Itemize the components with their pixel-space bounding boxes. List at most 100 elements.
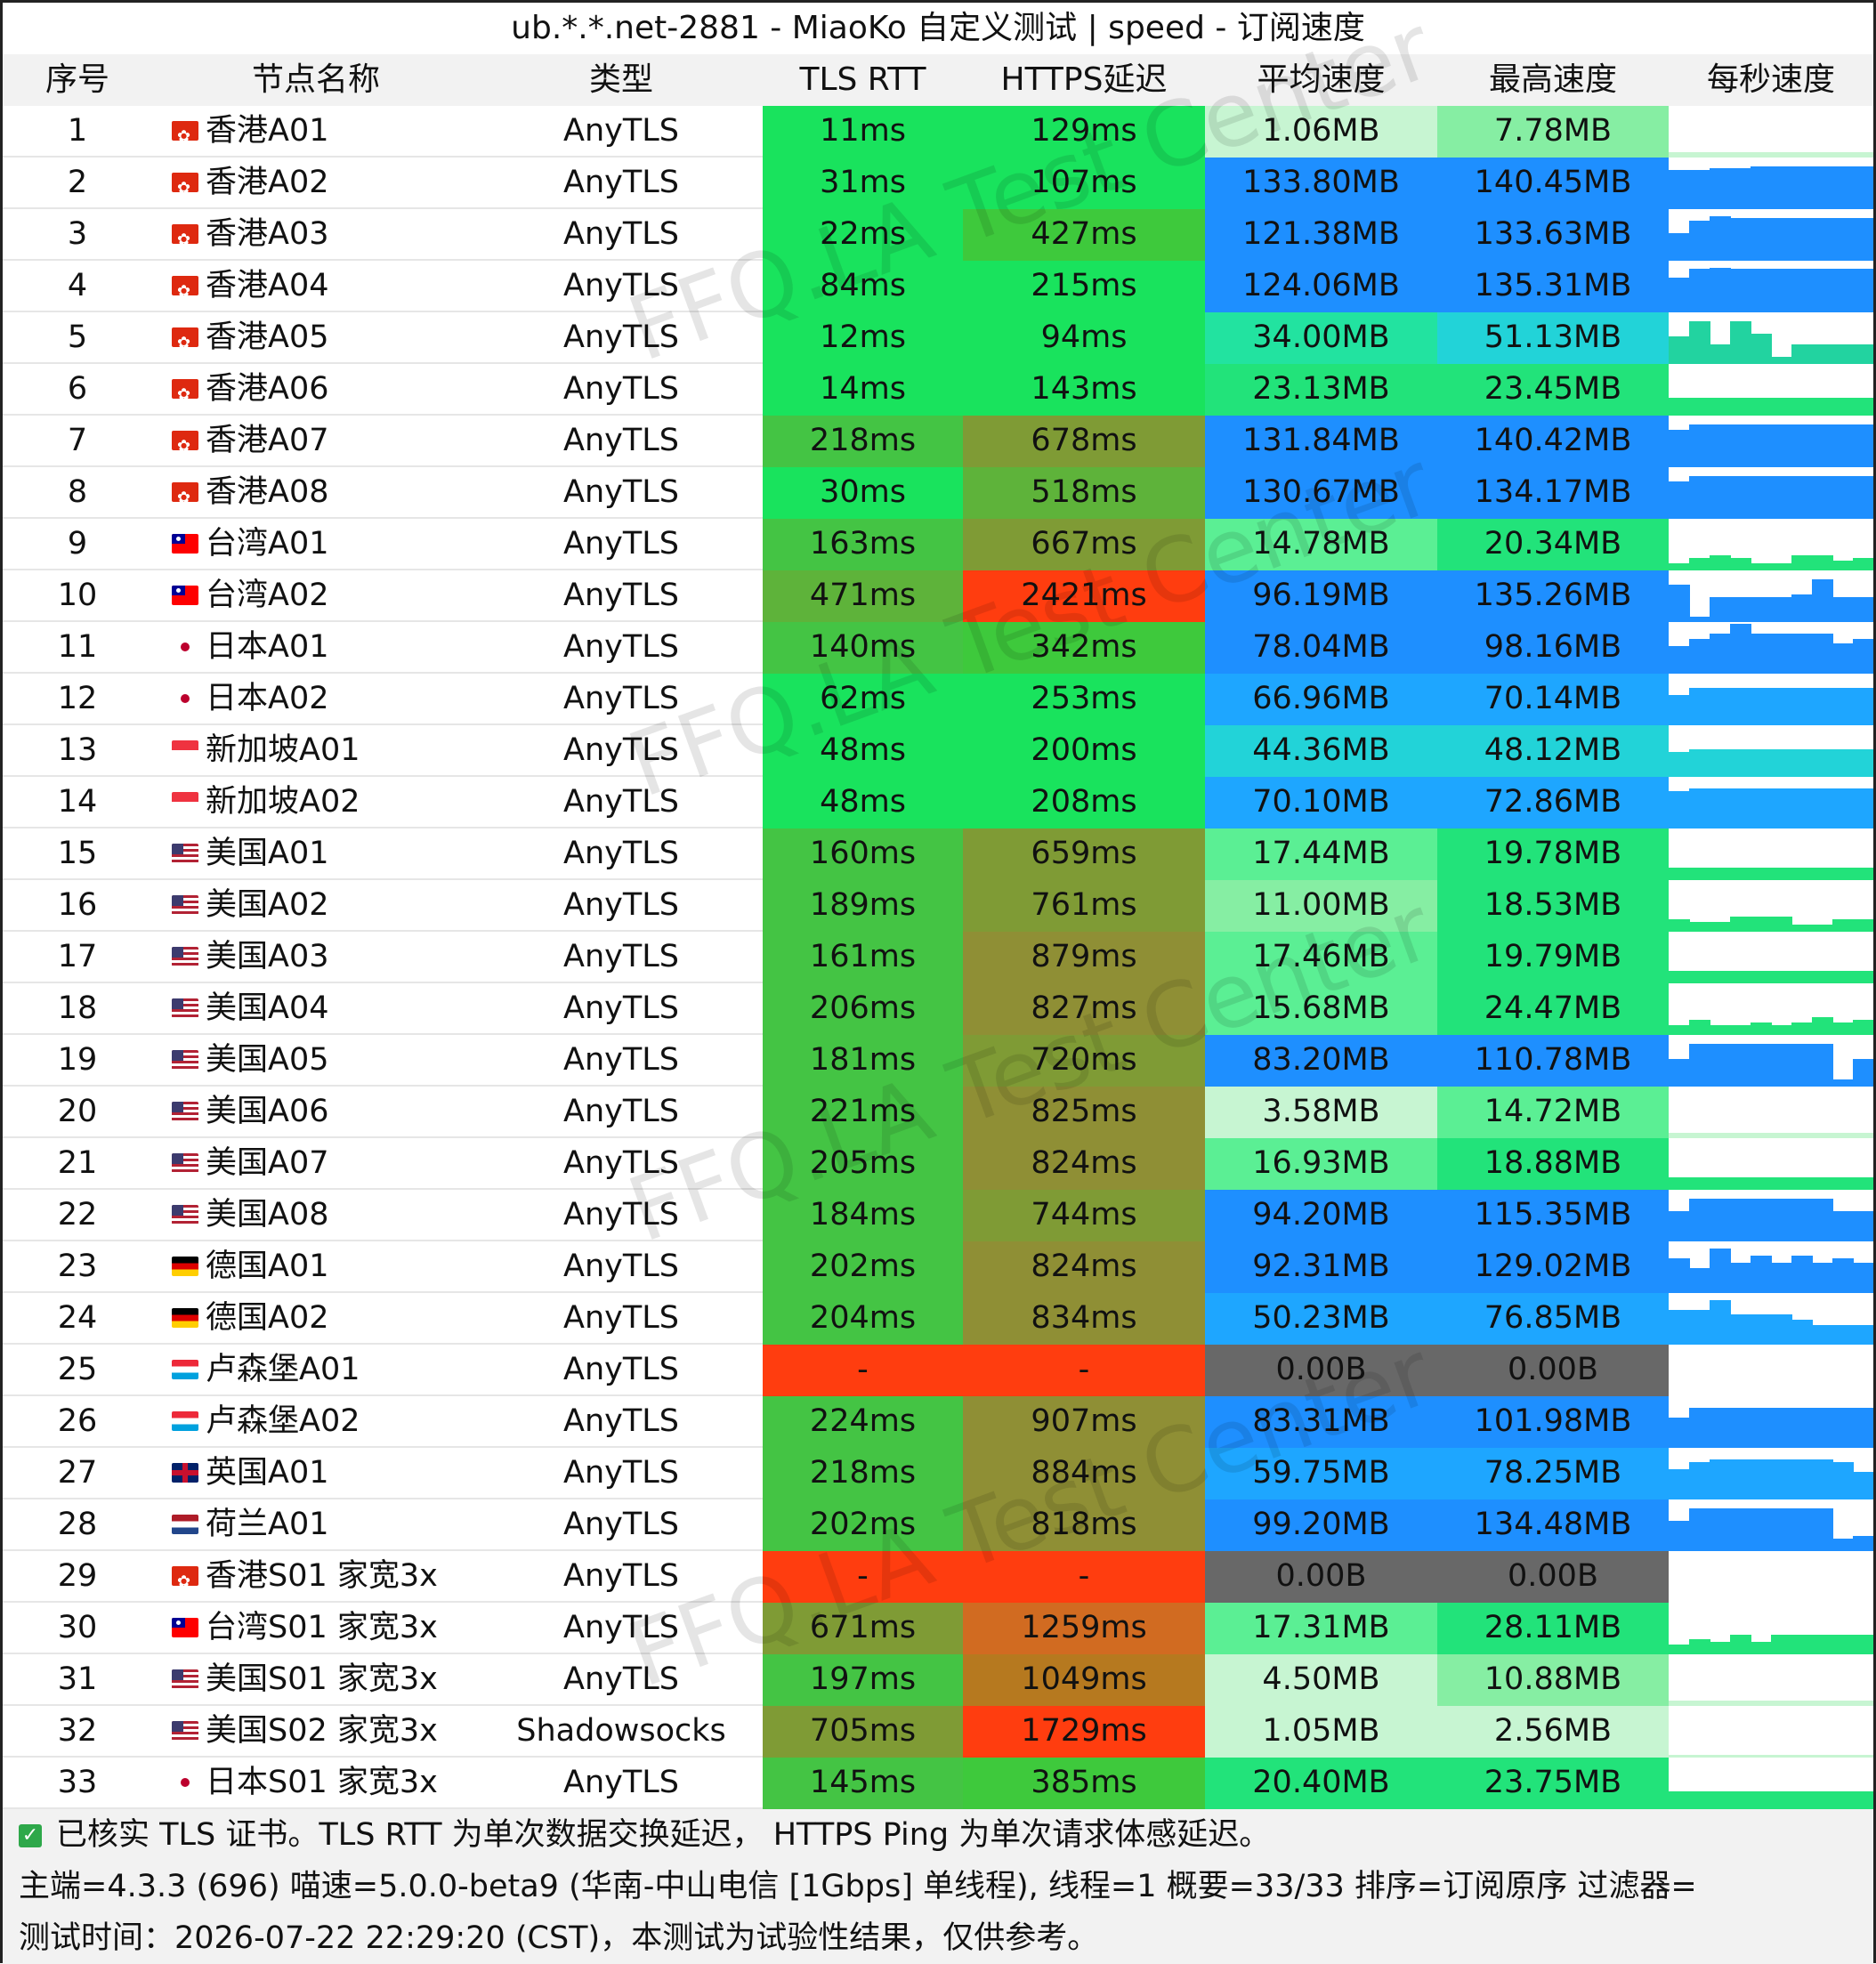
node-name-cell: 德国A01 (152, 1241, 480, 1293)
tls-rtt-cell: 224ms (763, 1396, 963, 1448)
sparkline-bar (1669, 1701, 1690, 1706)
table-row[interactable]: 13 新加坡A01 AnyTLS 48ms 200ms 44.36MB 48.12MB (3, 725, 1873, 777)
table-row[interactable]: 11 日本A01 AnyTLS 140ms 342ms 78.04MB 98.16MB (3, 622, 1873, 674)
hk-flag-icon (172, 431, 198, 450)
node-name-cell: 美国A08 (152, 1190, 480, 1241)
speed-sparkline (1669, 158, 1873, 209)
https-latency-cell: 200ms (963, 725, 1205, 777)
sparkline-bar (1812, 579, 1833, 622)
sparkline-bar (1689, 1508, 1710, 1551)
sparkline-bar (1791, 868, 1813, 880)
table-row[interactable]: 26 卢森堡A02 AnyTLS 224ms 907ms 83.31MB 101.98MB (3, 1396, 1873, 1448)
sparkline-bar (1751, 166, 1772, 209)
sparkline-bar (1710, 1408, 1731, 1448)
sparkline-bar (1853, 868, 1873, 880)
header-node-name[interactable]: 节点名称 (251, 61, 380, 98)
tls-rtt-cell: 206ms (763, 983, 963, 1035)
avg-speed-cell: 1.06MB (1205, 106, 1437, 158)
sparkline-bar (1730, 1263, 1751, 1293)
sparkline-bar (1689, 152, 1710, 158)
table-row[interactable]: 30 台湾S01 家宽3x AnyTLS 671ms 1259ms 17.31MB 28.1… (3, 1603, 1873, 1654)
sparkline-bar (1791, 166, 1813, 209)
header-tls-rtt[interactable]: TLS RTT (799, 61, 926, 98)
table-row[interactable]: 12 日本A02 AnyTLS 62ms 253ms 66.96MB 70.14MB (3, 674, 1873, 725)
sparkline-bar (1791, 555, 1813, 570)
table-row[interactable]: 24 德国A02 AnyTLS 204ms 834ms 50.23MB 76.85MB (3, 1293, 1873, 1345)
node-name-cell: 美国A05 (152, 1035, 480, 1087)
table-row[interactable]: 22 美国A08 AnyTLS 184ms 744ms 94.20MB 115.35MB (3, 1190, 1873, 1241)
max-speed-cell: 140.42MB (1437, 416, 1669, 467)
avg-speed-cell: 1.05MB (1205, 1706, 1437, 1758)
sparkline-bar (1710, 788, 1731, 828)
sparkline-bar (1730, 424, 1751, 467)
table-row[interactable]: 16 美国A02 AnyTLS 189ms 761ms 11.00MB 18.53MB (3, 880, 1873, 932)
https-latency-cell: 342ms (963, 622, 1205, 674)
sparkline-bar (1832, 424, 1854, 467)
table-row[interactable]: 31 美国S01 家宽3x AnyTLS 197ms 1049ms 4.50MB 10.88… (3, 1654, 1873, 1706)
node-name: 新加坡A01 (206, 732, 360, 768)
hk-flag-icon (172, 1566, 198, 1586)
table-row[interactable]: 25 卢森堡A01 AnyTLS - -0.00B 0.00B (3, 1345, 1873, 1396)
sparkline-bar (1853, 1263, 1873, 1293)
table-row[interactable]: 20 美国A06 AnyTLS 221ms 825ms 3.58MB 14.72MB (3, 1087, 1873, 1138)
sparkline-bar (1669, 170, 1690, 209)
table-row[interactable]: 27 英国A01 AnyTLS 218ms 884ms 59.75MB 78.25MB (3, 1448, 1873, 1499)
table-row[interactable]: 21 美国A07 AnyTLS 205ms 824ms 16.93MB 18.88MB (3, 1138, 1873, 1190)
table-row[interactable]: 18 美国A04 AnyTLS 206ms 827ms 15.68MB 24.47MB (3, 983, 1873, 1035)
lu-flag-icon (172, 1411, 198, 1431)
table-row[interactable]: 28 荷兰A01 AnyTLS 202ms 818ms 99.20MB 134.48MB (3, 1499, 1873, 1551)
sparkline-bar (1710, 398, 1731, 416)
sparkline-bar (1669, 868, 1690, 880)
table-row[interactable]: 19 美国A05 AnyTLS 181ms 720ms 83.20MB 110.78MB (3, 1035, 1873, 1087)
sparkline-bar (1669, 1177, 1690, 1190)
node-type: AnyTLS (480, 467, 763, 519)
header-avg-speed[interactable]: 平均速度 (1257, 61, 1386, 98)
avg-speed-cell: 92.31MB (1205, 1241, 1437, 1293)
sparkline-bar (1791, 788, 1813, 828)
sparkline-bar (1710, 1133, 1731, 1138)
table-row[interactable]: 9 台湾A01 AnyTLS 163ms 667ms 14.78MB 20.34MB (3, 519, 1873, 570)
https-latency-cell: - (963, 1345, 1205, 1396)
sparkline-bar (1812, 788, 1833, 828)
header-per-second-speed[interactable]: 每秒速度 (1706, 61, 1835, 98)
sparkline-bar (1791, 634, 1813, 674)
sparkline-bar (1791, 1022, 1813, 1035)
table-row[interactable]: 14 新加坡A02 AnyTLS 48ms 208ms 70.10MB 72.86MB (3, 777, 1873, 828)
header-index[interactable]: 序号 (44, 61, 109, 98)
table-row[interactable]: 33 日本S01 家宽3x AnyTLS 145ms 385ms 20.40MB 23.75… (3, 1758, 1873, 1809)
https-latency-cell: - (963, 1551, 1205, 1603)
max-speed-cell: 20.34MB (1437, 519, 1669, 570)
node-name: 香港A08 (206, 474, 329, 510)
https-latency-cell: 884ms (963, 1448, 1205, 1499)
table-row[interactable]: 23 德国A01 AnyTLS 202ms 824ms 92.31MB 129.02MB (3, 1241, 1873, 1293)
sparkline-bar (1791, 1635, 1813, 1654)
table-row[interactable]: 32 美国S02 家宽3x Shadowsocks 705ms 1729ms 1.05MB… (3, 1706, 1873, 1758)
sparkline-bar (1832, 1022, 1854, 1035)
https-latency-cell: 253ms (963, 674, 1205, 725)
table-row[interactable]: 10 台湾A02 AnyTLS 471ms 2421ms 96.19MB 135.26MB (3, 570, 1873, 622)
speed-sparkline (1669, 1293, 1873, 1345)
header-type[interactable]: 类型 (588, 61, 653, 98)
sparkline-bar (1812, 152, 1833, 158)
de-flag-icon (172, 1257, 198, 1276)
max-speed-cell: 134.17MB (1437, 467, 1669, 519)
max-speed-cell: 28.11MB (1437, 1603, 1669, 1654)
node-name-cell: 新加坡A02 (152, 777, 480, 828)
header-max-speed[interactable]: 最高速度 (1488, 61, 1617, 98)
sparkline-bar (1751, 218, 1772, 261)
speed-sparkline (1669, 106, 1873, 158)
header-https-latency[interactable]: HTTPS延迟 (1000, 61, 1168, 98)
table-row[interactable]: 15 美国A01 AnyTLS 160ms 659ms 17.44MB 19.78MB (3, 828, 1873, 880)
avg-speed-cell: 50.23MB (1205, 1293, 1437, 1345)
https-latency-cell: 659ms (963, 828, 1205, 880)
table-row[interactable]: 17 美国A03 AnyTLS 161ms 879ms 17.46MB 19.79MB (3, 932, 1873, 983)
